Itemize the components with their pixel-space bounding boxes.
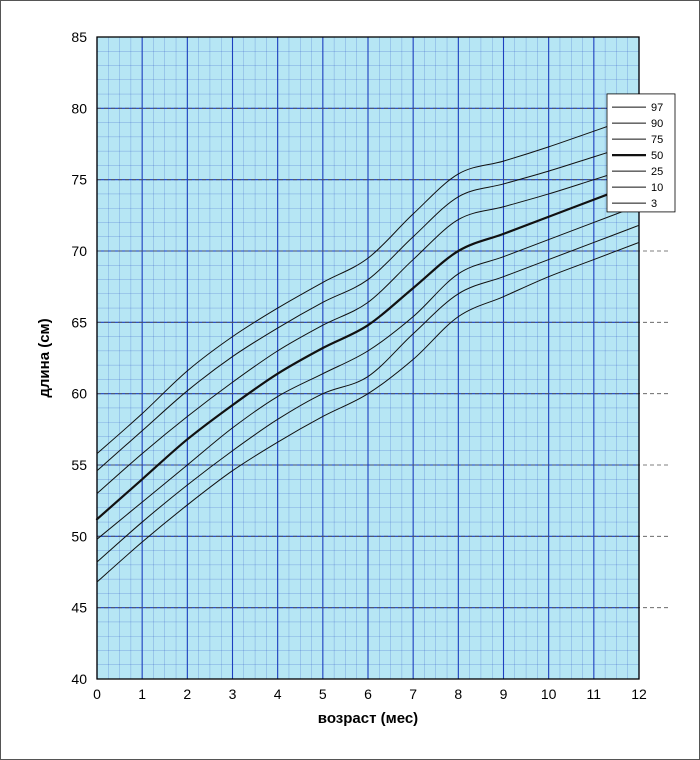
- y-axis-label: длина (см): [36, 318, 53, 397]
- svg-text:80: 80: [71, 100, 87, 116]
- growth-chart: 012345678910111240455055606570758085возр…: [19, 19, 681, 741]
- legend-box: [607, 94, 675, 212]
- legend-label-p90: 90: [651, 118, 663, 130]
- svg-text:75: 75: [71, 172, 87, 188]
- svg-text:4: 4: [274, 686, 282, 702]
- svg-text:1: 1: [138, 686, 146, 702]
- svg-text:3: 3: [229, 686, 237, 702]
- svg-text:65: 65: [71, 314, 87, 330]
- legend-label-p97: 97: [651, 102, 663, 114]
- legend-label-p75: 75: [651, 134, 663, 146]
- chart-frame: 012345678910111240455055606570758085возр…: [0, 0, 700, 760]
- svg-text:6: 6: [364, 686, 372, 702]
- y-tick-labels: 40 45 50 55 60 65 70 75 80 85: [71, 29, 87, 687]
- legend-label-p50: 50: [651, 150, 663, 162]
- svg-text:12: 12: [631, 686, 647, 702]
- x-tick-labels: 0123456789101112: [93, 686, 647, 702]
- svg-text:11: 11: [587, 686, 602, 702]
- svg-text:9: 9: [500, 686, 508, 702]
- svg-text:50: 50: [71, 528, 87, 544]
- x-axis-label: возраст (мес): [318, 710, 418, 727]
- svg-text:70: 70: [71, 243, 87, 259]
- svg-text:45: 45: [71, 600, 87, 616]
- legend-label-p25: 25: [651, 166, 663, 178]
- legend: 97 90 75 50 25 10 3: [607, 94, 675, 212]
- svg-text:60: 60: [71, 386, 87, 402]
- svg-text:40: 40: [71, 671, 87, 687]
- svg-text:8: 8: [454, 686, 462, 702]
- svg-text:85: 85: [71, 29, 87, 45]
- chart-svg: 012345678910111240455055606570758085возр…: [19, 19, 681, 741]
- svg-text:0: 0: [93, 686, 101, 702]
- legend-label-p10: 10: [651, 182, 663, 194]
- svg-text:55: 55: [71, 457, 87, 473]
- legend-label-p3: 3: [651, 198, 657, 210]
- svg-text:5: 5: [319, 686, 327, 702]
- svg-text:7: 7: [409, 686, 417, 702]
- svg-text:10: 10: [541, 686, 557, 702]
- svg-text:2: 2: [183, 686, 191, 702]
